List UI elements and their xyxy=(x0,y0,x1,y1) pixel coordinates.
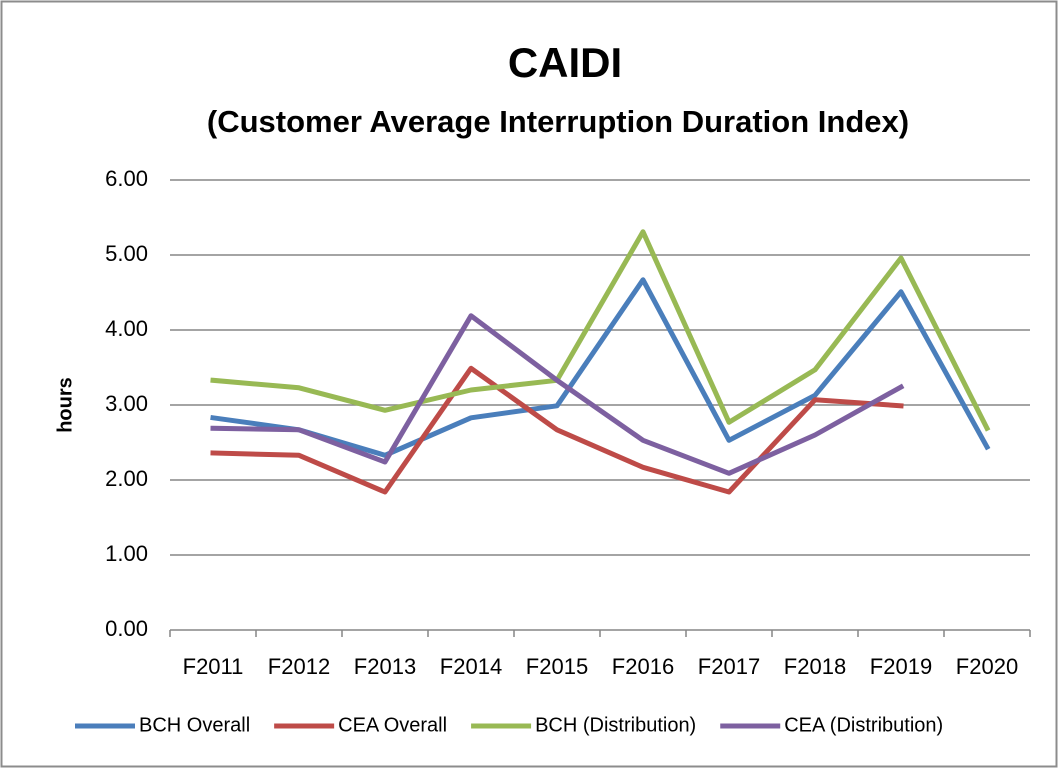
y-tick-label: 6.00 xyxy=(105,166,148,191)
x-tick-label: F2017 xyxy=(698,654,760,679)
y-tick-label: 3.00 xyxy=(105,391,148,416)
legend-label: CEA Overall xyxy=(338,714,447,736)
series-line xyxy=(210,313,905,476)
chart-title: CAIDI xyxy=(508,39,622,86)
series-line xyxy=(210,229,991,432)
x-tick-label: F2018 xyxy=(784,654,846,679)
x-tick-label: F2019 xyxy=(870,654,932,679)
y-tick-label: 0.00 xyxy=(105,616,148,641)
x-tick-label: F2016 xyxy=(612,654,674,679)
y-tick-label: 4.00 xyxy=(105,316,148,341)
series-line xyxy=(210,365,904,495)
series-line xyxy=(210,277,991,458)
legend-label: BCH Overall xyxy=(139,714,250,736)
y-tick-label: 5.00 xyxy=(105,241,148,266)
y-axis-label: hours xyxy=(54,377,76,433)
x-tick-label: F2015 xyxy=(526,654,588,679)
legend-label: CEA (Distribution) xyxy=(784,714,943,736)
x-tick-label: F2014 xyxy=(440,654,502,679)
x-tick-label: F2012 xyxy=(268,654,330,679)
legend-label: BCH (Distribution) xyxy=(535,714,696,736)
y-tick-label: 1.00 xyxy=(105,541,148,566)
chart-subtitle: (Customer Average Interruption Duration … xyxy=(207,104,909,139)
x-tick-label: F2011 xyxy=(183,654,244,679)
y-tick-label: 2.00 xyxy=(105,466,148,491)
x-tick-label: F2013 xyxy=(354,654,416,679)
x-tick-label: F2020 xyxy=(956,654,1018,679)
